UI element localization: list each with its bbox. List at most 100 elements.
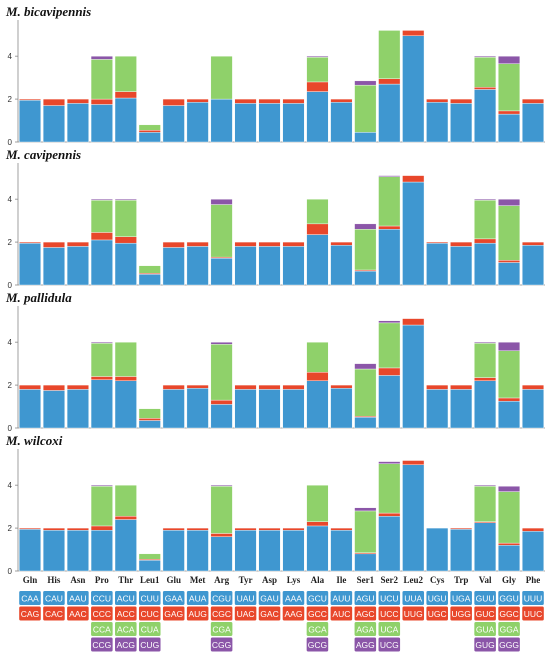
codon-label: GUU: [476, 593, 495, 603]
bar-segment: [474, 89, 497, 143]
bar-segment: [402, 35, 425, 143]
codon-box: [91, 591, 113, 605]
x-tick-label: Leu1: [140, 575, 160, 585]
codon-label: GGC: [499, 609, 518, 619]
bar-segment: [354, 229, 377, 271]
bar-segment: [42, 390, 65, 429]
bar-segment: [42, 384, 65, 391]
x-tick-label: Ser2: [381, 575, 399, 585]
bar-segment: [114, 236, 137, 244]
bar-segment: [450, 528, 473, 572]
bar-segment: [306, 234, 329, 286]
bar-segment: [522, 98, 545, 104]
x-tick-label: Cys: [430, 575, 445, 585]
codon-box: [282, 606, 305, 621]
codon-box: [138, 622, 161, 636]
bar-segment: [162, 389, 185, 429]
bar-segment: [210, 341, 233, 345]
codon-box: [234, 591, 257, 605]
codon-label: CCC: [93, 609, 111, 619]
bar-segment: [234, 103, 257, 143]
x-tick-label: Phe: [526, 575, 541, 585]
bar-segment: [138, 408, 161, 419]
bar-segment: [234, 389, 257, 429]
bar-segment: [90, 200, 113, 233]
bar-segment: [90, 59, 113, 100]
bar-segment: [450, 241, 473, 247]
codon-label: AGG: [356, 640, 375, 650]
bar-segment: [90, 525, 113, 531]
bar-segment: [19, 242, 41, 286]
codon-box: [522, 591, 544, 605]
bar-segment: [282, 384, 305, 390]
codon-label: CCU: [93, 593, 111, 603]
bar-segment: [402, 181, 425, 286]
bar-segment: [114, 55, 137, 92]
bar-segment: [306, 57, 329, 83]
codon-label: GUC: [476, 609, 495, 619]
bar-segment: [114, 97, 137, 143]
bar-segment: [258, 246, 281, 286]
codon-label: GAU: [260, 593, 278, 603]
bar-segment: [354, 223, 377, 230]
codon-box: [115, 591, 137, 605]
codon-box: [402, 591, 425, 605]
bar-segment: [354, 368, 377, 417]
bar-segment: [330, 388, 353, 429]
codon-box: [91, 637, 113, 652]
codon-box: [378, 606, 401, 621]
bar-segment: [378, 30, 401, 79]
bar-segment: [90, 343, 113, 377]
bar-segment: [258, 103, 281, 143]
bar-segment: [186, 384, 209, 389]
bar-segment: [378, 320, 401, 324]
bar-segment: [210, 204, 233, 258]
bar-segment: [402, 30, 425, 36]
bar-segment: [354, 417, 377, 429]
bar-segment: [234, 241, 257, 247]
bar-segment: [474, 200, 497, 240]
bar-segment: [474, 238, 497, 244]
codon-label: UAC: [237, 609, 255, 619]
codon-label: AUU: [332, 593, 350, 603]
bar-segment: [402, 460, 425, 466]
x-tick-label: Ser1: [357, 575, 375, 585]
bar-segment: [498, 397, 521, 402]
y-tick-label: 4: [8, 52, 13, 61]
bar-segment: [282, 241, 305, 247]
bar-segment: [42, 247, 65, 286]
bar-segment: [378, 229, 401, 286]
bar-segment: [522, 103, 545, 143]
bar-segment: [162, 105, 185, 143]
panel-title: M. cavipennis: [5, 147, 81, 162]
bar-segment: [426, 102, 449, 143]
bar-segment: [114, 198, 137, 201]
codon-label: AAC: [69, 609, 86, 619]
bar-segment: [19, 98, 41, 101]
codon-box: [498, 622, 520, 636]
bar-segment: [114, 242, 137, 286]
codon-box: [186, 591, 209, 605]
bar-segment: [282, 246, 305, 286]
bar-segment: [42, 530, 65, 572]
bar-segment: [330, 102, 353, 143]
bar-segment: [474, 198, 497, 201]
codon-box: [210, 637, 233, 652]
codon-label: CGU: [212, 593, 231, 603]
bar-segment: [498, 110, 521, 115]
bar-segment: [19, 241, 41, 244]
bar-segment: [66, 241, 89, 247]
bar-segment: [474, 486, 497, 522]
codon-label: AGC: [356, 609, 374, 619]
bar-segment: [306, 198, 329, 225]
codon-label: GAA: [165, 593, 183, 603]
bar-segment: [330, 245, 353, 286]
bar-segment: [90, 239, 113, 286]
codon-label: CUC: [141, 609, 159, 619]
codon-box: [91, 622, 113, 636]
codon-box: [474, 637, 496, 652]
codon-label: UUC: [524, 609, 542, 619]
bar-segment: [306, 55, 329, 58]
codon-label: UGU: [428, 593, 447, 603]
